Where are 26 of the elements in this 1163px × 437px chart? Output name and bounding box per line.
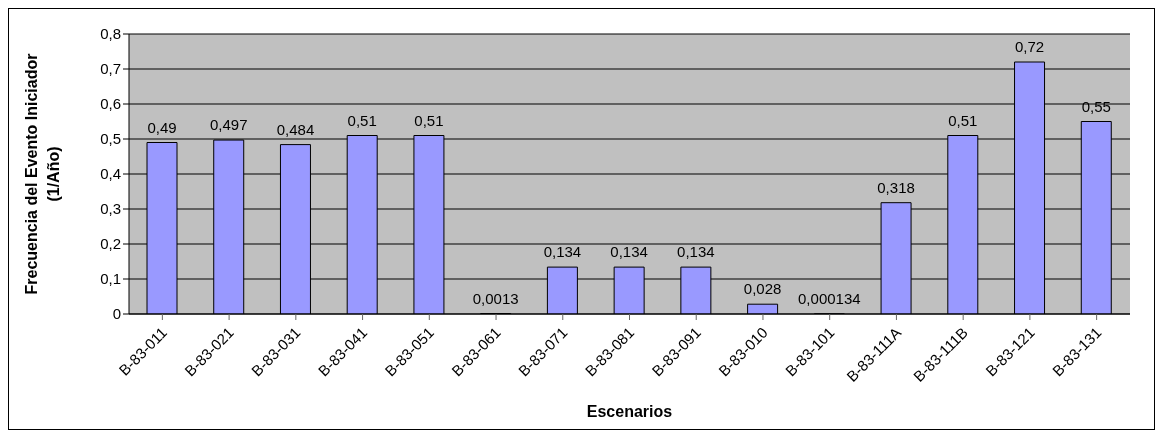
y-tick-label: 0,2: [100, 235, 121, 253]
data-label: 0,51: [347, 111, 377, 129]
x-axis-title: Escenarios: [586, 403, 673, 420]
data-label: 0,484: [276, 120, 315, 138]
y-tick-label: 0,4: [100, 165, 121, 183]
data-label: 0,497: [209, 116, 248, 134]
data-label: 0,134: [610, 243, 648, 261]
y-tick-label: 0,6: [100, 95, 121, 113]
data-label: 0,134: [543, 243, 582, 261]
y-tick-label: 0,7: [100, 60, 121, 78]
y-axis-title: Frecuencia del Evento Iniciador (1/Año): [23, 53, 62, 295]
data-label: 0,55: [1081, 97, 1111, 115]
y-tick-label: 0,8: [100, 25, 121, 43]
y-tick-label: 0: [112, 305, 121, 323]
data-label: 0,000134: [798, 289, 861, 307]
data-label: 0,028: [743, 280, 782, 298]
y-tick-label: 0,1: [100, 270, 121, 288]
data-label: 0,72: [1014, 38, 1045, 55]
y-tick-label: 0,5: [100, 130, 121, 148]
data-label: 0,49: [147, 118, 177, 136]
data-label: 0,134: [677, 243, 715, 261]
data-label: 0,51: [414, 111, 444, 129]
data-label: 0,0013: [472, 289, 519, 307]
data-label: 0,318: [877, 178, 915, 196]
y-tick-label: 0,3: [100, 200, 121, 218]
data-label: 0,51: [948, 111, 978, 129]
